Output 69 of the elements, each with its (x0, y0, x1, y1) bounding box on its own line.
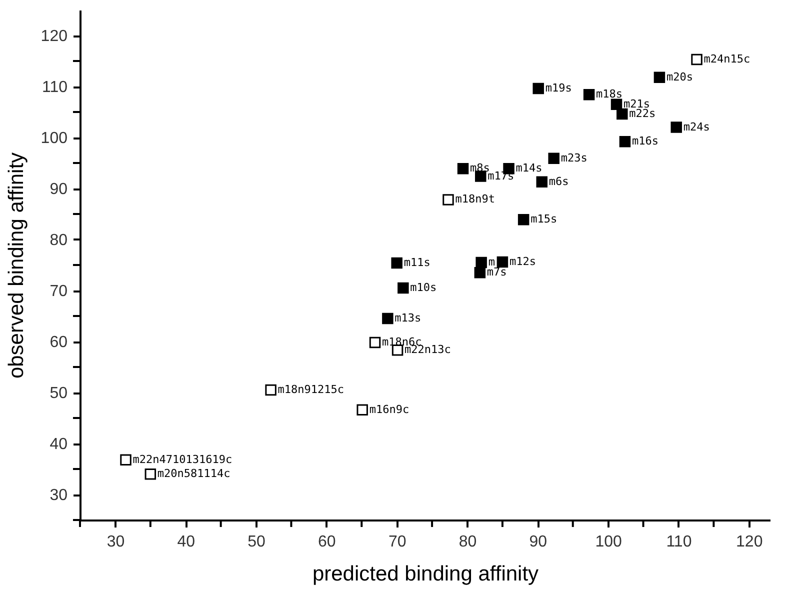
point (670, 122, 682, 133)
point (457, 162, 469, 174)
point (144, 468, 156, 480)
y-tick-label: 30 (50, 487, 68, 504)
annotation: m16n9c (369, 402, 410, 416)
point (518, 214, 530, 226)
y-tick-label: 40 (50, 436, 68, 453)
annotation: m20n581114c (157, 467, 230, 480)
annotation: m14s (516, 162, 542, 175)
annotation: m19s (545, 82, 572, 95)
x-tick-label: 70 (388, 534, 406, 550)
y-tick-label: 60 (50, 334, 68, 351)
annotation: m24s (683, 120, 710, 134)
point (532, 82, 544, 94)
x-tick-label: 60 (318, 534, 336, 550)
x-tick-label: 40 (177, 534, 196, 550)
point (619, 136, 631, 148)
point (548, 152, 560, 164)
point (476, 256, 487, 268)
y-tick-label: 110 (42, 79, 68, 96)
annotation: m18n9t (455, 192, 495, 206)
annotation: m18n91215c (278, 382, 344, 396)
point (691, 54, 702, 66)
x-tick-label: 120 (736, 534, 763, 550)
x-tick-label: 100 (595, 534, 622, 550)
y-tick-label: 90 (50, 181, 68, 198)
annotation: m13s (394, 312, 422, 325)
y-tick-label: 80 (50, 232, 68, 249)
annotation: m11s (404, 256, 430, 269)
point (536, 176, 548, 188)
y-tick-label: 100 (40, 130, 68, 147)
annotation: m15s (530, 212, 558, 226)
annotation: m18s (596, 88, 623, 101)
x-tick-label: 80 (458, 534, 477, 550)
annotation: m16s (632, 134, 658, 148)
x-tick-label: 30 (106, 534, 125, 550)
point (265, 384, 276, 396)
annotation: m22n13c (404, 343, 451, 356)
point (391, 257, 402, 269)
annotation: m7s (486, 266, 507, 279)
annotation: m23s (560, 151, 588, 164)
annotation: m22s (629, 107, 656, 120)
annotation: m12s (509, 254, 536, 268)
y-tick-label: 50 (50, 385, 68, 402)
annotation: m22n4710131619c (132, 452, 232, 466)
y-tick-label: 120 (40, 28, 68, 45)
annotation: m10s (410, 280, 437, 294)
point (382, 312, 394, 324)
point (610, 98, 622, 110)
point (583, 89, 595, 100)
x-tick-label: 110 (666, 534, 692, 550)
point (474, 267, 486, 278)
y-tick-label: 70 (50, 283, 68, 300)
x-tick-label: 90 (529, 534, 548, 550)
point (120, 454, 132, 466)
point (654, 72, 666, 83)
point (369, 336, 381, 348)
point (442, 194, 454, 206)
point (616, 108, 628, 120)
annotation: m (488, 255, 496, 268)
annotation: m20s (666, 70, 693, 84)
point (496, 256, 508, 268)
x-axis-title: predicted binding affinity (312, 562, 540, 586)
annotation: m6s (548, 174, 569, 188)
y-axis-title: observed binding affinity (4, 152, 28, 379)
point (356, 404, 368, 416)
point (398, 282, 409, 294)
x-tick-label: 50 (248, 534, 266, 550)
annotation: m24n15c (704, 52, 750, 66)
